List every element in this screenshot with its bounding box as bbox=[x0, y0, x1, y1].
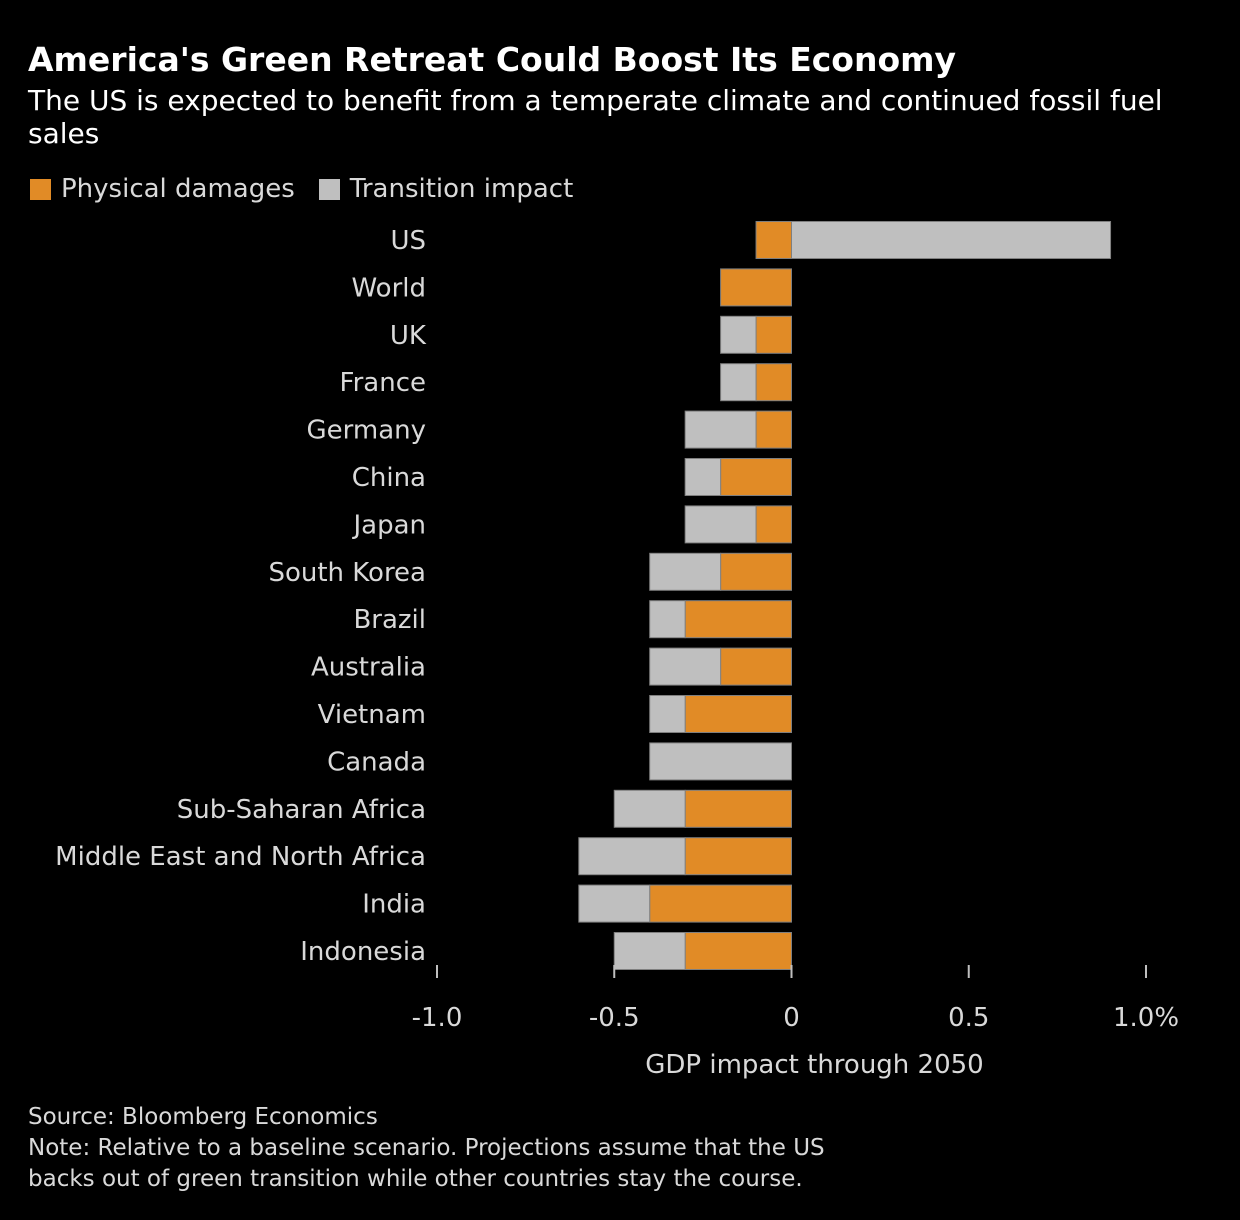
bar-transition-canada bbox=[649, 742, 793, 781]
bar-transition-uk bbox=[720, 315, 757, 354]
category-label-sub-saharan-africa: Sub-Saharan Africa bbox=[177, 795, 426, 825]
category-label-uk: UK bbox=[390, 321, 427, 351]
bar-physical-sub-saharan-africa bbox=[684, 789, 793, 828]
x-axis-label: GDP impact through 2050 bbox=[645, 1050, 983, 1080]
bar-transition-japan bbox=[684, 505, 757, 544]
bar-transition-china bbox=[684, 458, 722, 496]
legend-label-physical: Physical damages bbox=[61, 174, 295, 204]
x-tick-label: 1.0% bbox=[1113, 1003, 1179, 1033]
footnote-line-2: backs out of green transition while othe… bbox=[28, 1166, 803, 1192]
x-tick-label: -0.5 bbox=[589, 1003, 640, 1033]
bar-physical-japan bbox=[755, 505, 792, 544]
bar-physical-indonesia bbox=[684, 932, 793, 970]
category-label-canada: Canada bbox=[327, 747, 426, 777]
source-note: Source: Bloomberg Economics bbox=[28, 1104, 378, 1130]
category-label-india: India bbox=[362, 890, 426, 920]
chart-title: America's Green Retreat Could Boost Its … bbox=[28, 40, 957, 79]
bar-transition-sub-saharan-africa bbox=[613, 789, 686, 828]
category-label-indonesia: Indonesia bbox=[300, 937, 426, 967]
bar-physical-germany bbox=[755, 410, 792, 449]
bar-transition-vietnam bbox=[649, 695, 686, 733]
category-label-brazil: Brazil bbox=[353, 605, 426, 635]
bar-transition-brazil bbox=[649, 600, 686, 639]
bar-chart: US World UK France Germany China Japan South Ko… bbox=[55, 221, 1179, 1080]
category-label-world: World bbox=[351, 273, 426, 303]
x-tick-label: 0.5 bbox=[948, 1003, 989, 1033]
category-label-japan: Japan bbox=[351, 510, 426, 540]
category-label-france: France bbox=[340, 368, 426, 398]
category-label-china: China bbox=[352, 463, 426, 493]
legend: Physical damages Transition impact bbox=[30, 174, 597, 204]
bar-physical-world bbox=[720, 268, 792, 307]
category-label-australia: Australia bbox=[311, 653, 426, 683]
bar-physical-vietnam bbox=[684, 695, 793, 733]
legend-swatch-physical bbox=[30, 178, 51, 200]
bar-transition-indonesia bbox=[613, 932, 686, 970]
footer: Source: Bloomberg Economics Note: Relati… bbox=[28, 1102, 1208, 1195]
bar-physical-brazil bbox=[684, 600, 793, 639]
bar-physical-india bbox=[649, 884, 793, 923]
bar-physical-us bbox=[755, 221, 792, 259]
legend-item-transition: Transition impact bbox=[318, 174, 574, 204]
category-label-germany: Germany bbox=[306, 416, 426, 446]
bar-transition-us bbox=[791, 221, 1112, 259]
bar-physical-australia bbox=[720, 647, 792, 686]
bar-transition-australia bbox=[649, 647, 722, 686]
bar-physical-middle-east-and-north-africa bbox=[684, 837, 793, 876]
chart-subtitle: The US is expected to benefit from a tem… bbox=[28, 84, 1163, 150]
footnote-line-1: Note: Relative to a baseline scenario. P… bbox=[28, 1135, 825, 1161]
x-tick-label: 0 bbox=[783, 1003, 800, 1033]
bar-transition-france bbox=[720, 363, 757, 402]
legend-label-transition: Transition impact bbox=[349, 174, 574, 204]
legend-swatch-transition bbox=[318, 178, 340, 200]
bar-physical-uk bbox=[755, 315, 792, 354]
category-label-middle-east-and-north-africa: Middle East and North Africa bbox=[55, 842, 426, 872]
category-label-south-korea: South Korea bbox=[268, 558, 426, 588]
category-label-vietnam: Vietnam bbox=[318, 700, 426, 730]
bar-physical-france bbox=[755, 363, 792, 402]
bar-transition-germany bbox=[684, 410, 757, 449]
legend-item-physical: Physical damages bbox=[30, 174, 295, 204]
bar-transition-south-korea bbox=[649, 552, 722, 591]
x-tick-label: -1.0 bbox=[412, 1003, 463, 1033]
category-label-us: US bbox=[390, 226, 426, 256]
bar-transition-middle-east-and-north-africa bbox=[578, 837, 686, 876]
bar-physical-china bbox=[720, 458, 792, 496]
bar-physical-south-korea bbox=[720, 552, 792, 591]
bar-transition-india bbox=[578, 884, 651, 923]
